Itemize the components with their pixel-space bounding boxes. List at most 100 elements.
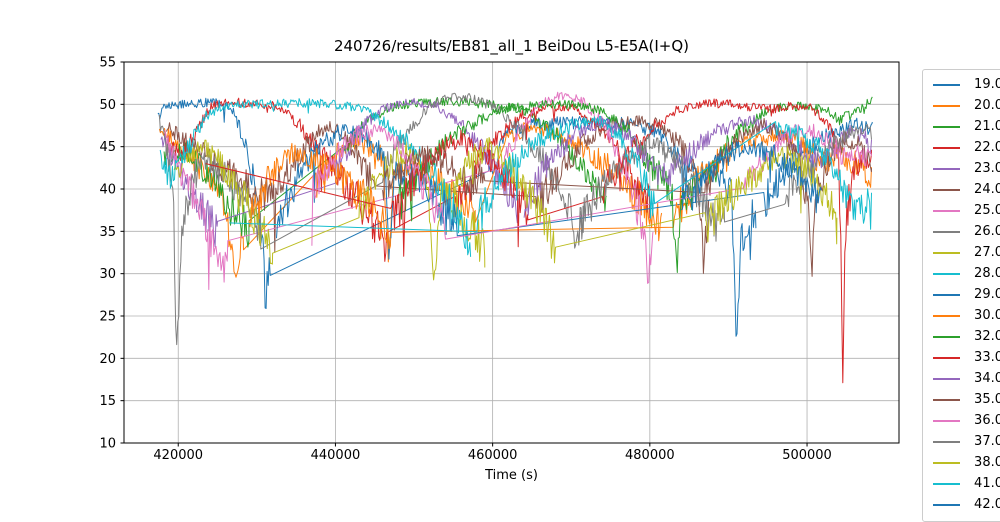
series-line-26.0 [158, 92, 584, 346]
legend-line-swatch [933, 356, 960, 359]
x-tick-label: 440000 [311, 448, 361, 463]
legend-label: 41.0 [974, 476, 1000, 491]
y-tick-label: 55 [99, 56, 116, 71]
y-tick-label: 10 [99, 437, 116, 452]
y-tick-label: 40 [99, 183, 116, 198]
series-line-29.0 [276, 117, 873, 260]
legend-label: 37.0 [974, 434, 1000, 449]
legend-item-26.0: 26.0 [933, 221, 1000, 242]
legend-line-swatch [933, 125, 960, 128]
legend-label: 25.0 [974, 203, 1000, 218]
y-tick-label: 20 [99, 352, 116, 367]
legend-line-swatch [933, 482, 960, 485]
y-tick-label: 35 [99, 225, 116, 240]
series-line-19.0 [157, 97, 757, 337]
series-line-20.0 [158, 122, 663, 278]
legend-line-swatch [933, 83, 960, 86]
series-line-33.0 [205, 98, 872, 384]
legend-line-swatch [933, 104, 960, 107]
legend-item-25.0: 25.0 [933, 200, 1000, 221]
legend-item-37.0: 37.0 [933, 431, 1000, 452]
legend-item-38.0: 38.0 [933, 452, 1000, 473]
legend-label: 33.0 [974, 350, 1000, 365]
series-line-34.0 [523, 115, 872, 218]
series-line-30.0 [248, 129, 872, 250]
legend-line-swatch [933, 503, 960, 506]
legend-line-swatch [933, 251, 960, 254]
legend-line-swatch [933, 146, 960, 149]
x-axis-label: Time (s) [485, 468, 538, 483]
legend-label: 19.0 [974, 77, 1000, 92]
series-line-42.0 [680, 139, 822, 214]
legend-label: 35.0 [974, 392, 1000, 407]
y-tick-label: 50 [99, 98, 116, 113]
legend-item-34.0: 34.0 [933, 368, 1000, 389]
legend-line-swatch [933, 461, 960, 464]
series-line-35.0 [382, 117, 872, 277]
x-tick-label: 420000 [153, 448, 203, 463]
y-tick-label: 15 [99, 394, 116, 409]
series-line-22.0 [163, 97, 651, 262]
y-axis-label: CNo dB Hz [0, 154, 2, 354]
legend-label: 32.0 [974, 329, 1000, 344]
legend-line-swatch [933, 230, 960, 233]
legend-line-swatch [933, 272, 960, 275]
legend-item-35.0: 35.0 [933, 389, 1000, 410]
legend-item-36.0: 36.0 [933, 410, 1000, 431]
legend-line-swatch [933, 209, 960, 212]
series-line-41.0 [229, 115, 872, 233]
legend-item-19.0: 19.0 [933, 74, 1000, 95]
legend-item-27.0: 27.0 [933, 242, 1000, 263]
legend-label: 26.0 [974, 224, 1000, 239]
series-line-27.0 [173, 139, 486, 281]
legend-line-swatch [933, 314, 960, 317]
legend: 19.0 20.0 21.0 22.0 23.0 24.0 25.0 26.0 27.0 28.0… [922, 69, 1000, 522]
series-line-21.0 [163, 97, 607, 248]
legend-item-24.0: 24.0 [933, 179, 1000, 200]
legend-item-23.0: 23.0 [933, 158, 1000, 179]
legend-item-20.0: 20.0 [933, 95, 1000, 116]
series-line-38.0 [452, 137, 838, 264]
legend-label: 38.0 [974, 455, 1000, 470]
legend-item-41.0: 41.0 [933, 473, 1000, 494]
legend-item-29.0: 29.0 [933, 284, 1000, 305]
legend-item-22.0: 22.0 [933, 137, 1000, 158]
legend-label: 34.0 [974, 371, 1000, 386]
y-tick-label: 30 [99, 267, 116, 282]
legend-label: 36.0 [974, 413, 1000, 428]
legend-item-30.0: 30.0 [933, 305, 1000, 326]
x-tick-label: 460000 [468, 448, 518, 463]
series-line-25.0 [164, 91, 654, 290]
legend-item-28.0: 28.0 [933, 263, 1000, 284]
legend-line-swatch [933, 419, 960, 422]
axes-frame [123, 61, 900, 444]
legend-label: 23.0 [974, 161, 1000, 176]
chart-title: 240726/results/EB81_all_1 BeiDou L5-E5A(… [333, 37, 690, 55]
y-tick-label: 25 [99, 310, 116, 325]
legend-label: 22.0 [974, 140, 1000, 155]
series-line-24.0 [165, 115, 710, 274]
legend-line-swatch [933, 167, 960, 170]
series-line-36.0 [311, 123, 872, 246]
legend-label: 27.0 [974, 245, 1000, 260]
legend-line-swatch [933, 188, 960, 191]
x-tick-label: 500000 [782, 448, 832, 463]
series-line-37.0 [578, 123, 872, 243]
legend-line-swatch [933, 293, 960, 296]
legend-line-swatch [933, 335, 960, 338]
legend-label: 28.0 [974, 266, 1000, 281]
legend-line-swatch [933, 377, 960, 380]
legend-item-21.0: 21.0 [933, 116, 1000, 137]
legend-label: 30.0 [974, 308, 1000, 323]
legend-label: 21.0 [974, 119, 1000, 134]
legend-item-33.0: 33.0 [933, 347, 1000, 368]
legend-line-swatch [933, 398, 960, 401]
legend-label: 29.0 [974, 287, 1000, 302]
legend-label: 42.0 [974, 497, 1000, 512]
legend-item-42.0: 42.0 [933, 494, 1000, 515]
legend-label: 20.0 [974, 98, 1000, 113]
figure-canvas: { "colors": { "background": "#ffffff", "… [0, 37, 1000, 522]
legend-item-32.0: 32.0 [933, 326, 1000, 347]
legend-label: 24.0 [974, 182, 1000, 197]
legend-line-swatch [933, 440, 960, 443]
